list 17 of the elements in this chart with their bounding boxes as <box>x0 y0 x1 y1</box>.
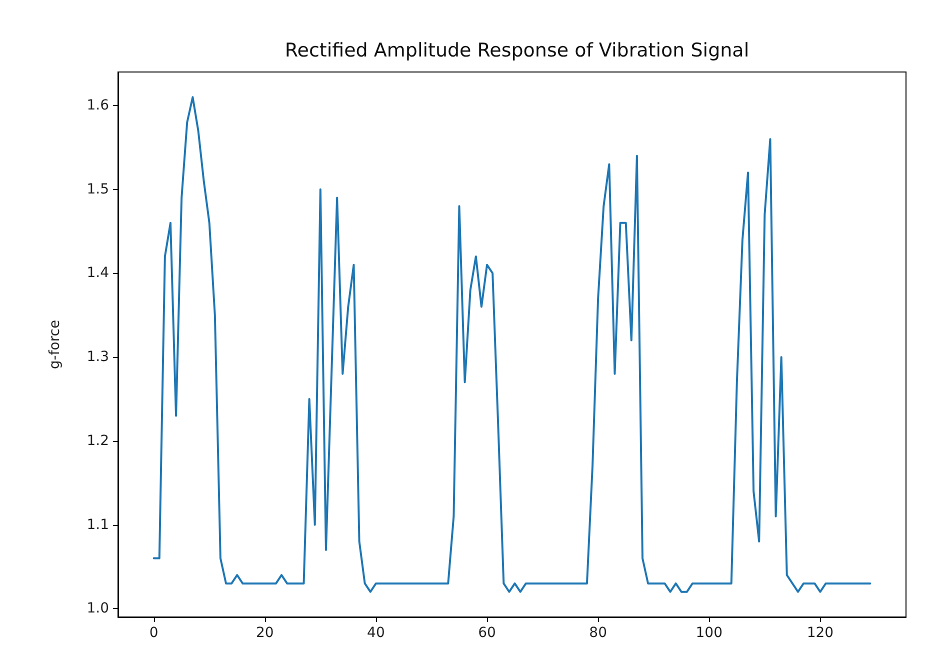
y-tick-label: 1.4 <box>86 265 110 282</box>
y-tick-label: 1.5 <box>86 181 109 198</box>
y-tick-label: 1.6 <box>86 98 110 114</box>
y-axis-title: g-force <box>47 320 63 370</box>
x-tick-label: 40 <box>367 625 385 641</box>
y-tick-label: 1.2 <box>86 432 109 449</box>
y-tick-label: 1.1 <box>86 516 109 533</box>
x-tick-label: 120 <box>806 625 834 641</box>
x-tick-label: 80 <box>589 625 607 641</box>
line-series <box>152 96 872 593</box>
x-tick-label: 100 <box>696 625 723 641</box>
x-tick-label: 0 <box>149 625 158 641</box>
x-tick-label: 20 <box>256 625 274 641</box>
x-tick-label: 60 <box>478 625 496 641</box>
chart-title: Rectified Amplitude Response of Vibration Signal <box>284 40 750 62</box>
y-tick-label: 1.3 <box>86 349 109 366</box>
y-tick-label: 1.0 <box>86 600 109 617</box>
